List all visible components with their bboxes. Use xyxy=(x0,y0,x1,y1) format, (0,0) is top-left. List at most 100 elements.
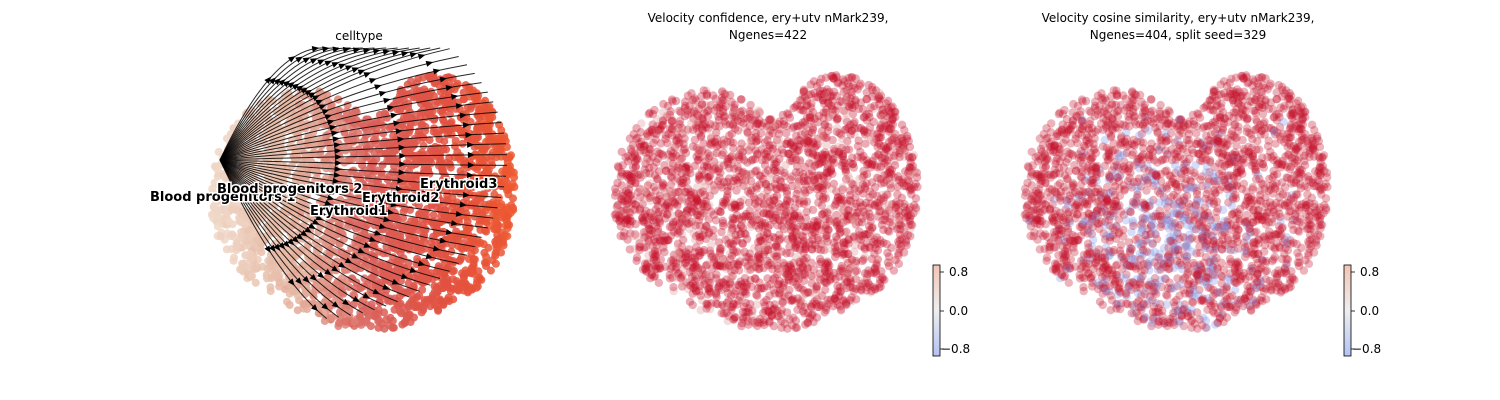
cell-point xyxy=(372,176,381,185)
cell-point xyxy=(509,194,517,203)
cell-point xyxy=(385,154,394,163)
cell-point xyxy=(377,168,386,177)
cell-point xyxy=(437,95,446,104)
velocity-arrowhead xyxy=(425,60,434,67)
cell-point xyxy=(460,156,469,165)
cell-point xyxy=(439,278,448,287)
cell-point xyxy=(487,151,496,160)
cell-point xyxy=(503,232,512,241)
cell-point xyxy=(429,211,438,220)
cell-point xyxy=(285,301,294,309)
cell-point xyxy=(240,220,249,229)
cell-point xyxy=(653,264,662,274)
cell-point xyxy=(475,157,484,166)
cell-point xyxy=(314,309,323,318)
cell-point xyxy=(713,166,722,176)
cell-point xyxy=(791,168,801,177)
cell-point xyxy=(495,120,504,129)
cell-point xyxy=(461,266,470,275)
cell-point xyxy=(423,109,432,118)
cell-point xyxy=(706,240,716,249)
cell-point xyxy=(227,205,236,214)
cell-point xyxy=(497,202,506,211)
cluster-label-erythroid2: Erythroid2 xyxy=(362,191,439,206)
cell-point xyxy=(893,216,902,226)
cell-point xyxy=(625,134,635,143)
cell-point xyxy=(699,170,709,179)
cell-point xyxy=(251,278,260,287)
cell-point xyxy=(823,257,832,266)
cell-point xyxy=(786,175,795,184)
cell-point xyxy=(418,120,427,129)
cell-point xyxy=(472,207,481,216)
cell-point xyxy=(372,236,381,245)
cell-point xyxy=(716,207,725,216)
cell-point xyxy=(378,161,387,170)
cell-point xyxy=(375,298,384,307)
cell-point xyxy=(633,170,643,180)
cell-point xyxy=(906,231,915,241)
cell-point xyxy=(379,122,388,131)
cell-point xyxy=(889,133,899,143)
cell-point xyxy=(669,283,678,292)
cell-point xyxy=(739,119,748,128)
cell-point xyxy=(338,171,347,179)
cell-point xyxy=(451,142,459,151)
cell-point xyxy=(374,305,383,314)
panel2-title-line2: Ngenes=422 xyxy=(729,28,807,42)
cell-point xyxy=(382,315,391,324)
cell-point xyxy=(395,307,404,316)
cell-point xyxy=(746,100,755,110)
cell-point xyxy=(439,145,448,154)
cell-point xyxy=(463,212,472,221)
cell-point xyxy=(714,238,724,247)
cell-point xyxy=(413,293,422,302)
cell-point xyxy=(473,282,482,291)
cell-point xyxy=(439,166,447,174)
cell-point xyxy=(812,283,821,292)
cell-point xyxy=(632,253,642,262)
cell-point xyxy=(764,245,773,255)
cell-point xyxy=(414,301,423,310)
cell-point xyxy=(487,133,496,142)
cell-point xyxy=(475,113,484,122)
cluster-label-erythroid1: Erythroid1 xyxy=(310,204,387,219)
cell-point xyxy=(799,87,808,96)
cell-point xyxy=(239,261,248,270)
cell-point xyxy=(267,274,276,283)
cell-point xyxy=(723,190,732,199)
cell-point xyxy=(841,165,851,175)
cell-point xyxy=(275,278,284,287)
cell-point xyxy=(775,117,784,126)
cell-point xyxy=(907,153,917,162)
cell-point xyxy=(847,87,856,97)
cell-point xyxy=(482,227,491,236)
cell-point xyxy=(488,113,497,122)
panel1-title: celltype xyxy=(335,29,382,43)
cell-point xyxy=(862,179,871,188)
cell-point xyxy=(248,271,257,280)
cell-point xyxy=(621,153,630,162)
cell-point xyxy=(871,243,880,253)
cell-point xyxy=(616,222,625,231)
cell-point xyxy=(505,221,514,229)
cell-point xyxy=(697,100,707,110)
cell-point xyxy=(482,252,490,261)
cell-point xyxy=(432,224,441,233)
cell-point xyxy=(233,238,242,247)
cell-point xyxy=(627,217,636,226)
cell-point xyxy=(443,130,452,139)
cell-point xyxy=(792,121,802,131)
panel2-points xyxy=(610,71,922,333)
cell-point xyxy=(731,107,740,116)
cell-point xyxy=(465,85,474,94)
cell-point xyxy=(760,138,770,147)
cell-point xyxy=(690,276,699,285)
cell-point xyxy=(481,96,490,105)
cell-point xyxy=(653,209,662,218)
cell-point xyxy=(847,255,857,264)
cell-point xyxy=(838,158,847,167)
cell-point xyxy=(257,248,266,257)
cell-point xyxy=(765,234,774,243)
cell-point xyxy=(843,270,852,279)
